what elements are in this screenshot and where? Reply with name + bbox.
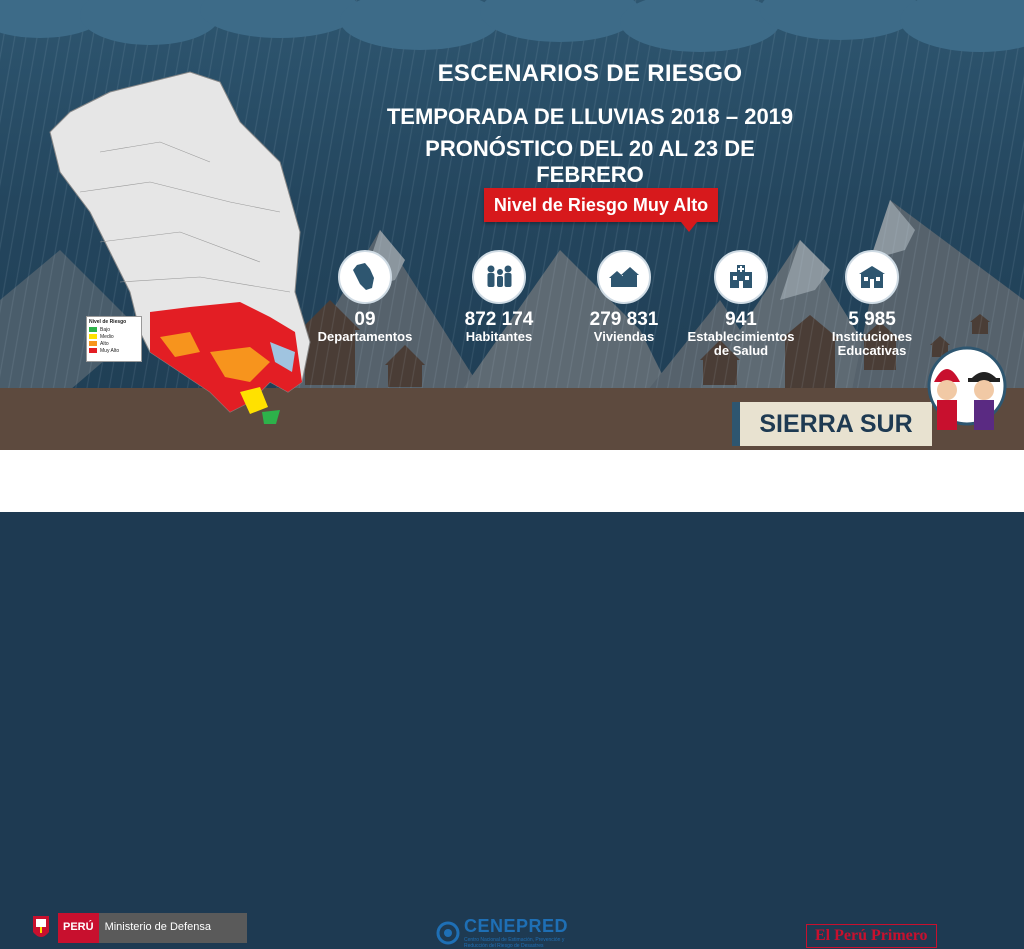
stat-value: 872 174 xyxy=(464,309,534,330)
people-icon xyxy=(472,250,526,304)
stat-label-line2: Educativas xyxy=(837,343,907,358)
stat-habitantes: 872 174 Habitantes xyxy=(434,250,564,344)
stat-label: Departamentos xyxy=(317,329,413,344)
ministry-label: Ministerio de Defensa xyxy=(98,913,247,943)
legend-label: Muy Alto xyxy=(100,347,120,354)
region-label: SIERRA SUR xyxy=(732,402,932,446)
cenepred-logo: CENEPRED Centro Nacional de Estimación, … xyxy=(436,916,568,949)
cenepred-subtitle-2: Reducción del Riesgo de Desastres xyxy=(464,943,544,949)
season-subtitle: TEMPORADA DE LLUVIAS 2018 – 2019 xyxy=(386,104,794,129)
legend-label: Medio xyxy=(100,333,114,340)
forecast-subtitle: PRONÓSTICO DEL 20 AL 23 DE FEBRERO xyxy=(425,136,755,187)
hospital-icon xyxy=(714,250,768,304)
stat-label: Viviendas xyxy=(593,329,655,344)
peru-map-icon xyxy=(338,250,392,304)
footer: PERÚ Ministerio de Defensa CENEPRED Cent… xyxy=(0,450,1024,949)
map-legend: Nivel de Riesgo Bajo Medio Alto Muy Alto xyxy=(86,316,142,362)
stat-value: 09 xyxy=(354,309,376,330)
legend-item-muy-alto: Muy Alto xyxy=(89,347,139,354)
stat-value: 279 831 xyxy=(589,309,659,330)
coat-of-arms-icon xyxy=(33,916,49,937)
stat-viviendas: 279 831 Viviendas xyxy=(559,250,689,344)
stat-instituciones: 5 985 Instituciones Educativas xyxy=(807,250,937,358)
peru-label: PERÚ xyxy=(58,913,99,943)
legend-item-alto: Alto xyxy=(89,340,139,347)
stat-label: Habitantes xyxy=(465,329,533,344)
risk-badge-pointer xyxy=(681,222,697,232)
legend-label: Alto xyxy=(100,340,109,347)
stat-label-line2: de Salud xyxy=(713,343,769,358)
stat-departamentos: 09 Departamentos xyxy=(300,250,430,344)
cenepred-name: CENEPRED xyxy=(464,916,569,936)
legend-item-bajo: Bajo xyxy=(89,326,139,333)
school-icon xyxy=(845,250,899,304)
stat-label: Establecimientos xyxy=(687,329,795,344)
houses-icon xyxy=(597,250,651,304)
stat-label: Instituciones xyxy=(831,329,913,344)
legend-label: Bajo xyxy=(100,326,111,333)
stat-value: 5 985 xyxy=(848,309,896,330)
slogan-logo: El Perú Primero xyxy=(806,924,937,948)
clouds-illustration xyxy=(0,0,1024,52)
risk-level-badge: Nivel de Riesgo Muy Alto xyxy=(484,188,718,222)
stat-establecimientos: 941 Establecimientos de Salud xyxy=(676,250,806,358)
andean-children-illustration xyxy=(927,346,1007,430)
stat-value: 941 xyxy=(725,309,757,330)
ministry-logo: PERÚ Ministerio de Defensa xyxy=(30,912,247,944)
peru-risk-map xyxy=(49,71,311,424)
page-title: ESCENARIOS DE RIESGO xyxy=(437,60,743,87)
legend-title: Nivel de Riesgo xyxy=(89,319,127,325)
legend-item-medio: Medio xyxy=(89,333,139,340)
cenepred-icon xyxy=(436,921,460,944)
